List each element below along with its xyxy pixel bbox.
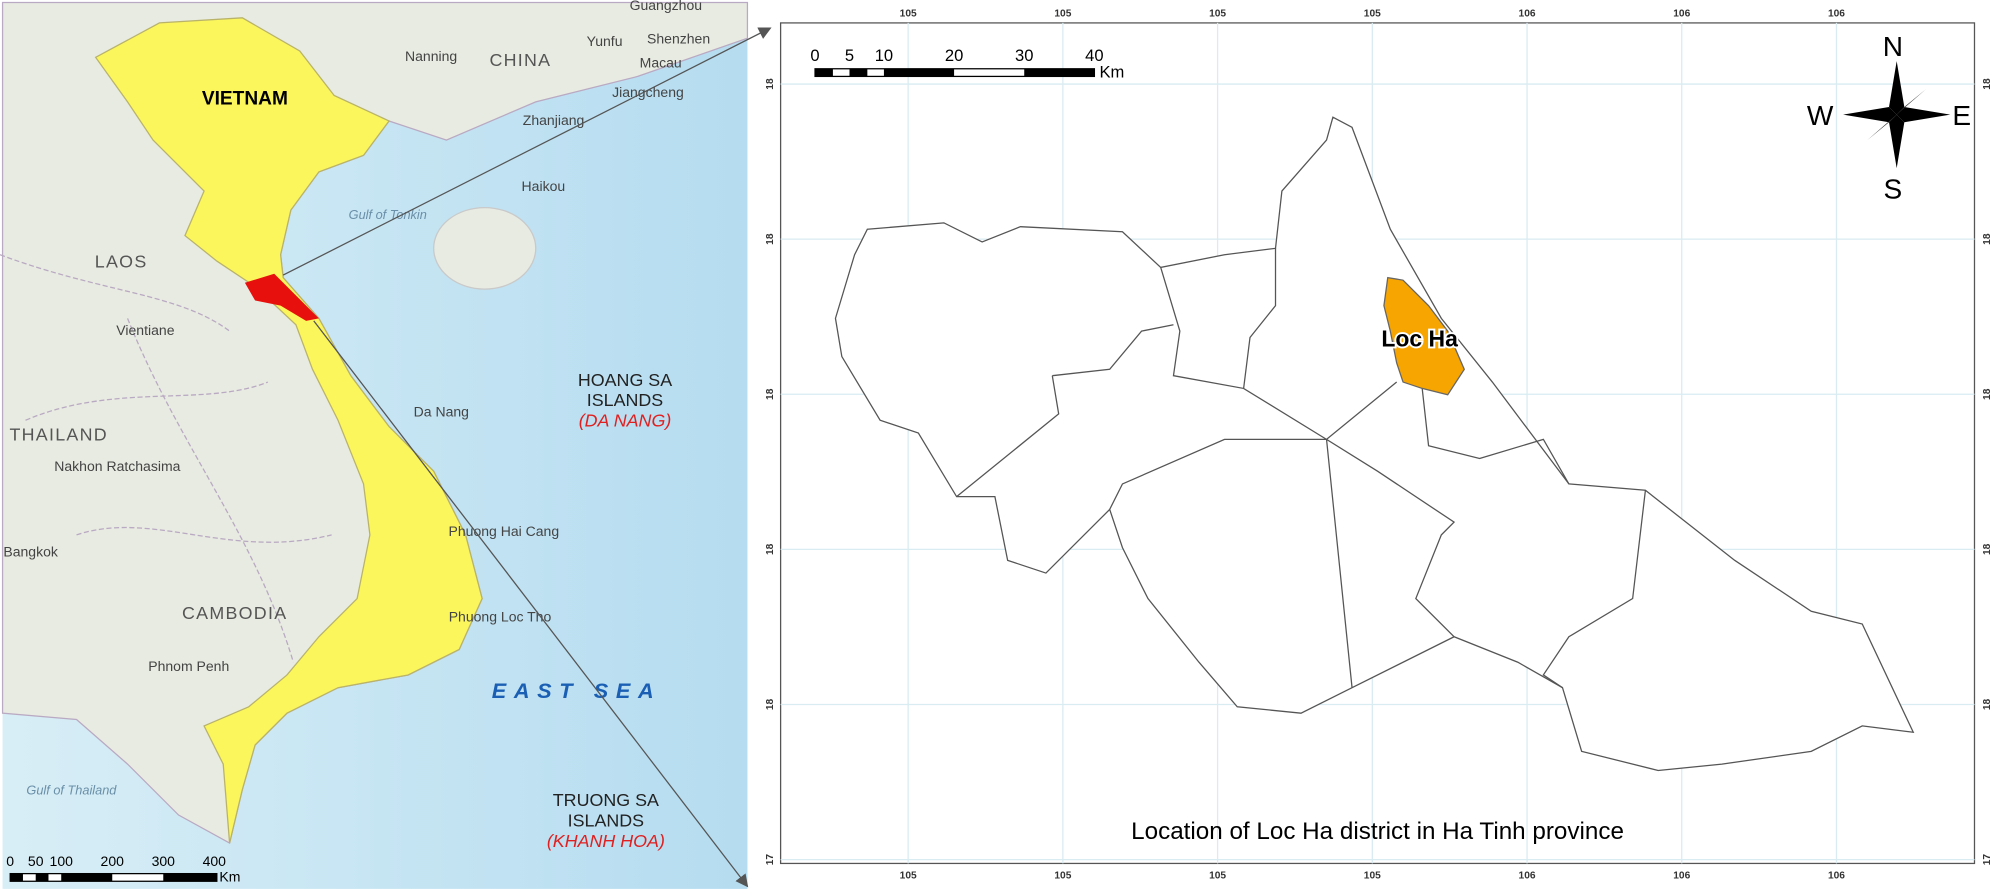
coordinate-ticks: 1051051051051051051051051061061061061061… — [765, 9, 1993, 882]
province-outline — [834, 116, 1915, 772]
city-label: Haikou — [522, 178, 566, 194]
scale-label: 0 — [6, 853, 14, 869]
city-label: Vientiane — [116, 322, 174, 338]
latitude-label: 18 — [1982, 78, 1993, 90]
longitude-label: 105 — [1054, 871, 1071, 882]
city-label: Zhanjiang — [523, 112, 585, 128]
longitude-label: 106 — [1673, 871, 1690, 882]
longitude-label: 106 — [1519, 9, 1536, 20]
longitude-label: 106 — [1828, 9, 1845, 20]
scale-label: 0 — [810, 46, 819, 65]
latitude-label: 18 — [1982, 233, 1993, 245]
scale-label: 300 — [152, 853, 176, 869]
longitude-label: 105 — [900, 9, 917, 20]
scale-bar: 0 5 10 20 30 40 Km — [810, 46, 1124, 82]
city-label: Macau — [640, 55, 682, 71]
caption: Location of Loc Ha district in Ha Tinh p… — [1131, 818, 1624, 845]
country-label: LAOS — [95, 251, 148, 271]
scale-label: 100 — [50, 853, 74, 869]
island-label: HOANG SA ISLANDS(DA NANG) — [577, 369, 673, 431]
scale-label: 50 — [28, 853, 44, 869]
scale-label: 200 — [101, 853, 125, 869]
island-name: TRUONG SA ISLANDS — [552, 789, 659, 831]
latitude-label: 18 — [1982, 388, 1993, 400]
city-label: Jiangcheng — [612, 84, 684, 100]
borders — [0, 254, 332, 663]
city-label: Yunfu — [587, 33, 623, 49]
water-label: EAST SEA — [492, 678, 662, 703]
scale-label: 5 — [845, 46, 854, 65]
compass-w: W — [1807, 100, 1834, 131]
city-label: Shenzhen — [647, 30, 710, 46]
latitude-label: 17 — [1982, 854, 1993, 866]
island-admin: (KHANH HOA) — [546, 830, 665, 851]
longitude-label: 105 — [900, 871, 917, 882]
longitude-label: 106 — [1673, 9, 1690, 20]
vietnam — [94, 17, 483, 844]
longitude-label: 105 — [1209, 871, 1226, 882]
longitude-label: 105 — [1054, 9, 1071, 20]
latitude-label: 18 — [765, 543, 776, 555]
water-label: Gulf of Thailand — [26, 783, 117, 798]
district-boundaries — [956, 248, 1647, 689]
scale-bar: 0 50 100 200 300 400 Km — [6, 853, 240, 884]
latitude-label: 18 — [1982, 699, 1993, 711]
longitude-label: 106 — [1828, 871, 1845, 882]
city-label: Guangzhou — [630, 0, 702, 13]
ha-tinh — [244, 273, 319, 321]
scale-label: 400 — [203, 853, 227, 869]
country-label: CAMBODIA — [182, 603, 287, 623]
district-map: Loc Ha Location of Loc Ha district in Ha… — [765, 9, 1993, 882]
island-label: TRUONG SA ISLANDS(KHANH HOA) — [546, 789, 665, 851]
latitude-label: 18 — [765, 233, 776, 245]
scale-label: 20 — [945, 46, 963, 65]
latitude-label: 18 — [1982, 543, 1993, 555]
compass-n: N — [1883, 31, 1903, 62]
city-label: Bangkok — [3, 544, 59, 560]
longitude-label: 105 — [1209, 9, 1226, 20]
city-label: Phuong Loc Tho — [449, 608, 552, 624]
city-label: Nanning — [405, 48, 457, 64]
city-label: Phuong Hai Cang — [449, 523, 560, 539]
city-label: Nakhon Ratchasima — [54, 458, 180, 474]
scale-label: 40 — [1085, 46, 1103, 65]
latitude-label: 17 — [765, 854, 776, 866]
latitude-label: 18 — [765, 78, 776, 90]
island-admin: (DA NANG) — [578, 410, 672, 431]
scale-label: 10 — [875, 46, 893, 65]
overview-map: VIETNAM CHINA LAOS THAILAND CAMBODIA Nan… — [0, 0, 749, 889]
country-label: VIETNAM — [202, 88, 288, 109]
scale-unit: Km — [1099, 63, 1124, 82]
city-label: Phnom Penh — [148, 658, 229, 674]
island-name: HOANG SA ISLANDS — [577, 369, 673, 411]
water-label: Gulf of Tonkin — [349, 207, 427, 222]
compass-e: E — [1952, 100, 1971, 131]
loc-ha-district — [1383, 276, 1466, 396]
longitude-label: 105 — [1364, 9, 1381, 20]
latitude-label: 18 — [765, 699, 776, 711]
connector — [282, 27, 772, 276]
scale-label: 30 — [1015, 46, 1033, 65]
latitude-label: 18 — [765, 388, 776, 400]
country-label: CHINA — [489, 50, 551, 70]
scale-unit: Km — [219, 868, 240, 884]
country-label: THAILAND — [9, 425, 107, 445]
connector — [313, 320, 749, 888]
hainan-island — [433, 206, 537, 290]
longitude-label: 105 — [1364, 871, 1381, 882]
compass-s: S — [1884, 174, 1903, 205]
longitude-label: 106 — [1519, 871, 1536, 882]
city-label: Da Nang — [414, 403, 469, 419]
district-label: Loc Ha — [1381, 325, 1458, 351]
